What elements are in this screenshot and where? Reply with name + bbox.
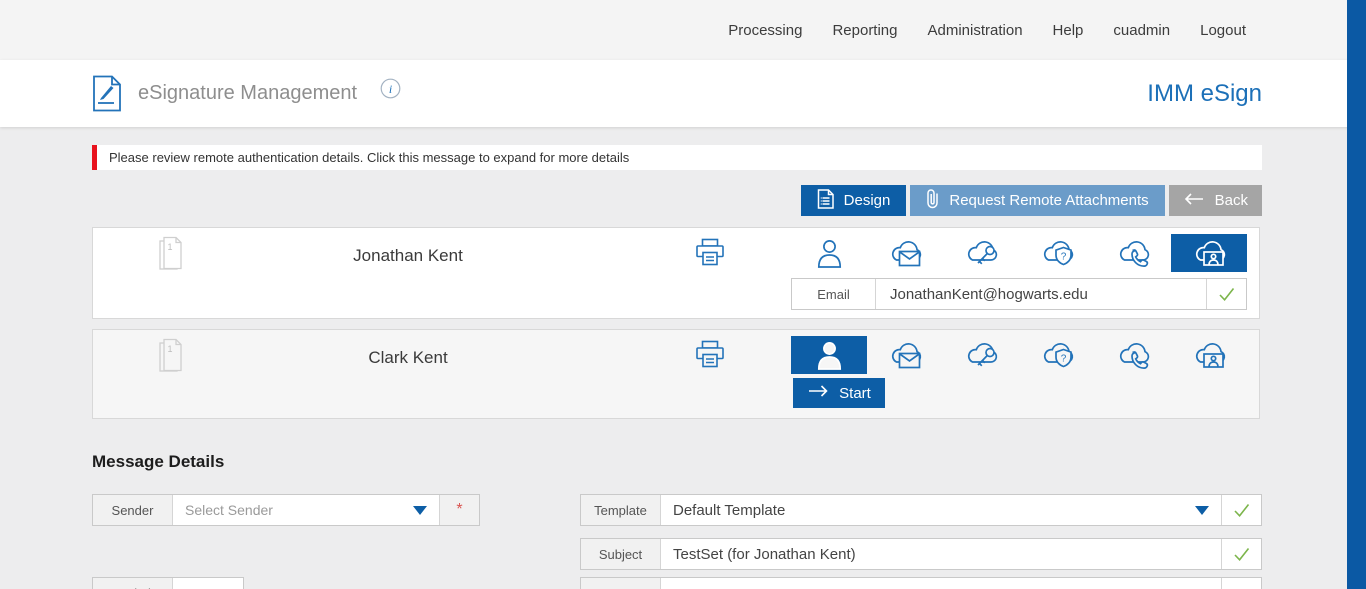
svg-text:?: ? — [1060, 353, 1066, 364]
sender-select[interactable]: Select Sender — [173, 495, 439, 525]
svg-text:i: i — [389, 82, 392, 96]
document-stack-icon[interactable] — [157, 338, 184, 378]
start-arrow-icon — [807, 384, 830, 402]
subject-valid-check-icon — [1221, 539, 1261, 569]
notification-banner[interactable]: Please review remote authentication deta… — [92, 145, 1262, 170]
template-field: Template Default Template — [580, 494, 1262, 526]
document-count-badge: 1 — [167, 344, 173, 354]
notification-text: Please review remote authentication deta… — [109, 150, 630, 165]
design-button[interactable]: Design — [800, 185, 907, 216]
brand-logo: IMM eSign — [1147, 80, 1262, 107]
signer-row: 1 Clark Kent — [92, 329, 1260, 419]
signer-name: Clark Kent — [368, 348, 448, 367]
authentication-options: ? — [791, 234, 1247, 272]
remote-phone-icon[interactable] — [1095, 234, 1171, 272]
back-button[interactable]: Back — [1168, 185, 1262, 216]
nav-reporting[interactable]: Reporting — [832, 21, 898, 39]
remote-key-icon[interactable] — [943, 234, 1019, 272]
additional-field-status — [1221, 578, 1261, 589]
email-field: Email JonathanKent@hogwarts.edu — [791, 278, 1247, 310]
nav-user-cuadmin[interactable]: cuadmin — [1113, 21, 1171, 39]
nav-processing[interactable]: Processing — [728, 21, 803, 39]
message-details-heading: Message Details — [92, 452, 225, 471]
page-header: eSignature Management i IMM eSign — [0, 60, 1366, 127]
vertical-scrollbar[interactable] — [1347, 0, 1366, 589]
chevron-down-icon[interactable] — [1195, 505, 1209, 515]
start-button[interactable]: Start — [793, 378, 885, 408]
sender-required-marker: * — [439, 495, 479, 525]
completion-label: Completion — [93, 578, 173, 589]
additional-field-input[interactable] — [661, 578, 1221, 589]
document-stack-icon[interactable] — [157, 236, 184, 276]
info-icon[interactable]: i — [380, 78, 401, 104]
design-button-label: Design — [843, 192, 891, 209]
email-field-label: Email — [792, 279, 876, 309]
completion-field: Completion — [92, 577, 244, 589]
email-valid-check-icon — [1206, 279, 1246, 309]
email-input[interactable]: JonathanKent@hogwarts.edu — [890, 285, 1088, 303]
additional-field-label — [581, 578, 661, 589]
page-title: eSignature Management — [138, 82, 358, 104]
subject-label: Subject — [581, 539, 661, 569]
sender-placeholder: Select Sender — [185, 502, 273, 518]
template-label: Template — [581, 495, 661, 525]
remote-id-verification-icon[interactable] — [1171, 336, 1247, 374]
remote-key-icon[interactable] — [943, 336, 1019, 374]
start-button-label: Start — [839, 384, 871, 402]
signer-person-icon[interactable] — [791, 234, 867, 272]
request-remote-attachments-label: Request Remote Attachments — [949, 192, 1149, 209]
design-document-icon — [817, 188, 834, 213]
nav-logout[interactable]: Logout — [1200, 21, 1246, 39]
remote-security-question-icon[interactable]: ? — [1019, 234, 1095, 272]
signer-row: 1 Jonathan Kent — [92, 227, 1260, 319]
template-value: Default Template — [673, 501, 786, 519]
back-arrow-icon — [1183, 192, 1205, 210]
remote-security-question-icon[interactable]: ? — [1019, 336, 1095, 374]
subject-field: Subject TestSet (for Jonathan Kent) — [580, 538, 1262, 570]
sender-label: Sender — [93, 495, 173, 525]
remote-email-icon[interactable] — [867, 234, 943, 272]
remote-email-icon[interactable] — [867, 336, 943, 374]
completion-input[interactable] — [173, 578, 243, 589]
toolbar: Design Request Remote Attachments Back — [92, 185, 1262, 216]
document-count-badge: 1 — [167, 242, 173, 252]
signer-person-icon[interactable] — [791, 336, 867, 374]
print-icon[interactable] — [695, 238, 725, 273]
nav-help[interactable]: Help — [1052, 21, 1084, 39]
authentication-options: ? — [791, 336, 1247, 374]
signature-document-icon — [90, 75, 122, 117]
template-select[interactable]: Default Template — [661, 495, 1221, 525]
remote-id-verification-icon[interactable] — [1171, 234, 1247, 272]
request-remote-attachments-button[interactable]: Request Remote Attachments — [910, 185, 1165, 216]
print-icon[interactable] — [695, 340, 725, 375]
nav-administration[interactable]: Administration — [927, 21, 1023, 39]
top-nav: Processing Reporting Administration Help… — [0, 0, 1366, 60]
back-button-label: Back — [1214, 192, 1248, 209]
remote-phone-icon[interactable] — [1095, 336, 1171, 374]
svg-text:?: ? — [1060, 251, 1066, 262]
paperclip-icon — [926, 188, 939, 213]
signer-name: Jonathan Kent — [353, 246, 463, 265]
template-valid-check-icon — [1221, 495, 1261, 525]
subject-input[interactable]: TestSet (for Jonathan Kent) — [661, 539, 1221, 569]
sender-field: Sender Select Sender * — [92, 494, 480, 526]
additional-field — [580, 577, 1262, 589]
chevron-down-icon[interactable] — [413, 505, 427, 515]
